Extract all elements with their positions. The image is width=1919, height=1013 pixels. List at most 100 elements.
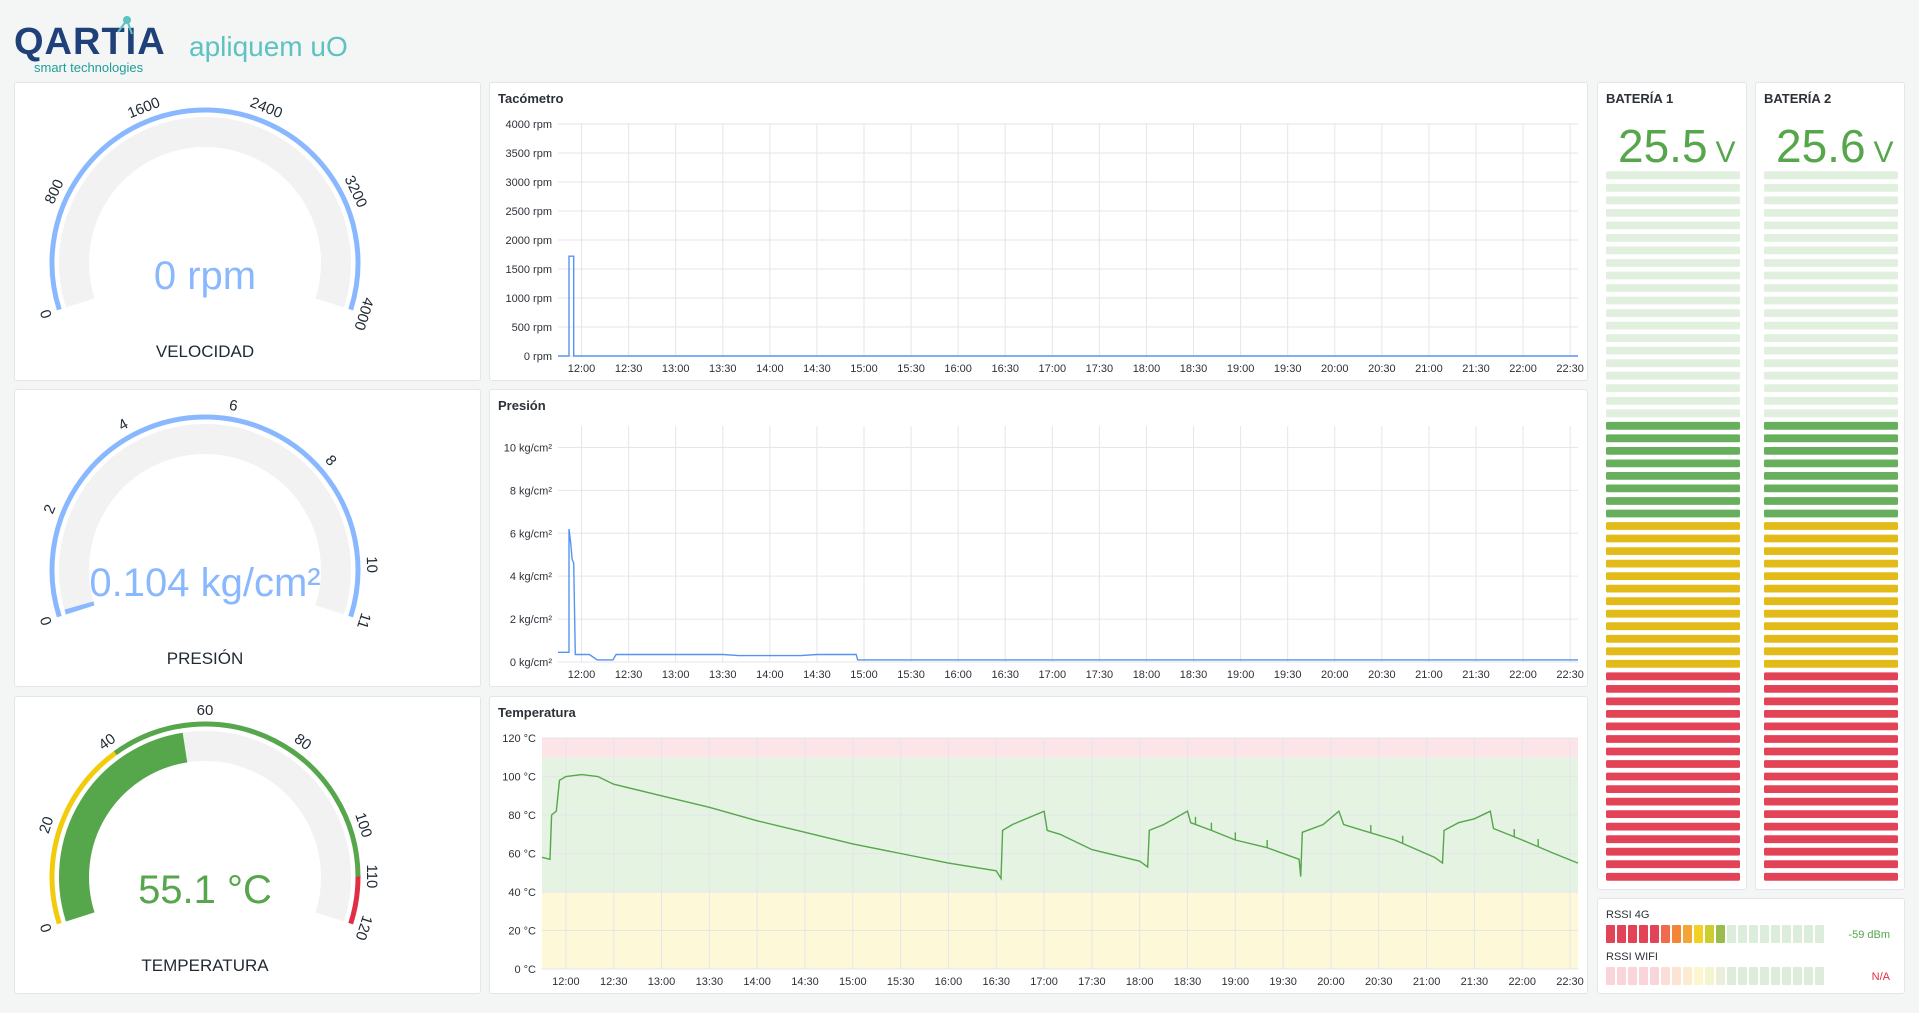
x-tick-label: 19:30 [1274,363,1302,375]
gauge-tick-label: 2 [41,502,60,516]
battery-segment [1764,572,1898,580]
x-tick-label: 17:30 [1086,363,1114,375]
x-tick-label: 18:00 [1133,669,1161,681]
rssi-segment [1782,967,1791,985]
x-tick-label: 20:00 [1321,363,1349,375]
chart-panel-tacometro[interactable]: Tacómetro 0 rpm 500 rpm 1000 rpm 1500 rpm 20… [489,82,1588,381]
battery-segment [1606,509,1740,518]
gauge-panel-temperatura[interactable]: 0 20 40 60 80 100 110 120 55.1 °C TEMPERATURA [14,696,481,994]
x-tick-label: 21:00 [1415,363,1443,375]
rssi-segment [1738,967,1747,985]
battery-segment [1606,359,1740,368]
x-tick-label: 13:30 [696,976,724,988]
rssi-segment [1771,967,1780,985]
battery-segment [1764,171,1898,180]
battery-segment [1606,209,1740,217]
battery-segment [1606,321,1740,330]
battery-segment [1764,835,1898,844]
gauge-tick-label: 100 [351,811,375,840]
battery-voltage: 25.6 V [1776,119,1894,173]
x-tick-label: 12:00 [568,669,596,681]
x-tick-label: 16:30 [982,976,1010,988]
battery-segment [1764,447,1898,455]
battery-segment [1606,647,1740,656]
battery-panel-2[interactable]: BATERÍA 2 25.6 V [1755,82,1905,890]
battery-segment [1606,447,1740,455]
battery-segment [1764,472,1898,480]
battery-segment [1606,196,1740,205]
gauge-value: 0.104 kg/cm² [89,561,320,605]
battery-segment [1606,722,1740,731]
battery-segment [1764,434,1898,443]
rssi-segment [1661,967,1670,985]
x-tick-label: 21:30 [1461,976,1489,988]
threshold-band [542,738,1578,758]
y-tick-label: 2500 rpm [506,206,552,218]
gauge-tick-label: 120 [352,913,376,942]
x-tick-label: 17:00 [1030,976,1058,988]
battery-segment [1606,346,1740,355]
battery-segment [1764,697,1898,706]
battery-segment [1606,622,1740,631]
x-tick-label: 12:00 [552,976,580,988]
y-tick-label: 0 rpm [524,351,552,363]
qartia-logo: QARTIA smart technologies apliquem uO [14,16,348,75]
gauge-threshold-ring [49,414,361,618]
battery-segment [1606,609,1740,618]
battery-segment [1606,597,1740,606]
battery-segment [1606,396,1740,405]
battery-segment [1764,221,1898,230]
x-tick-label: 22:00 [1509,363,1537,375]
gauge-panel-presion[interactable]: 0 2 4 6 8 10 11 0.104 kg/cm² PRESIÓN [14,389,481,687]
rssi-segment [1749,967,1758,985]
chart-panel-temperatura[interactable]: Temperatura 0 °C 20 °C 40 °C 60 °C 80 °C 100 … [489,696,1588,994]
chart-panel-presion[interactable]: Presión 0 kg/cm² 2 kg/cm² 4 kg/cm² 6 kg/cm²… [489,389,1588,687]
x-tick-label: 18:30 [1174,976,1202,988]
battery-segment [1764,509,1898,518]
x-tick-label: 19:00 [1227,669,1255,681]
x-tick-label: 22:30 [1556,363,1584,375]
battery-segment [1606,572,1740,580]
temperature-chart: 0 °C 20 °C 40 °C 60 °C 80 °C 100 °C 120 °C 12:0… [502,733,1584,988]
battery-segment [1606,183,1740,192]
battery-segment [1606,685,1740,693]
gauge-panel-velocidad[interactable]: 0 800 1600 2400 3200 4000 0 rpm VELOCIDAD [14,82,481,381]
battery-segment [1606,659,1740,668]
x-tick-label: 18:00 [1133,363,1161,375]
battery-segment [1764,785,1898,793]
battery-segment [1606,484,1740,493]
rssi-segment [1683,925,1692,943]
rssi-panel[interactable]: RSSI 4G -59 dBm RSSI WIFI N/A [1597,898,1905,994]
x-tick-label: 16:30 [991,363,1019,375]
y-tick-label: 500 rpm [512,322,552,334]
battery-segment [1606,747,1740,756]
rssi-segment [1705,925,1714,943]
brand-tagline: smart technologies [34,60,144,75]
x-tick-label: 19:30 [1274,669,1302,681]
battery-segment [1764,747,1898,756]
battery-segment [1606,810,1740,818]
battery-segment [1764,259,1898,267]
x-tick-label: 20:00 [1321,669,1349,681]
rssi-bars [1606,925,1824,985]
rssi-segment [1606,967,1615,985]
battery-segment [1764,234,1898,242]
battery-segment [1606,847,1740,856]
gauge-threshold-ring [348,876,361,925]
series-line [558,528,1578,661]
x-tick-label: 14:00 [756,669,784,681]
battery-segment [1764,810,1898,818]
battery-panel-1[interactable]: BATERÍA 1 25.5 V [1597,82,1747,890]
x-tick-label: 19:00 [1222,976,1250,988]
battery-segment [1606,559,1740,568]
rssi-segment [1705,967,1714,985]
chart-title: Tacómetro [498,91,564,106]
battery-voltage: 25.5 V [1618,119,1736,173]
x-tick-label: 15:30 [887,976,915,988]
battery-segment [1764,359,1898,368]
y-tick-label: 8 kg/cm² [510,485,553,497]
y-tick-label: 3500 rpm [506,148,552,160]
rssi-segment [1694,967,1703,985]
rssi-wifi-label: RSSI WIFI [1606,951,1658,963]
rssi-segment [1606,925,1615,943]
